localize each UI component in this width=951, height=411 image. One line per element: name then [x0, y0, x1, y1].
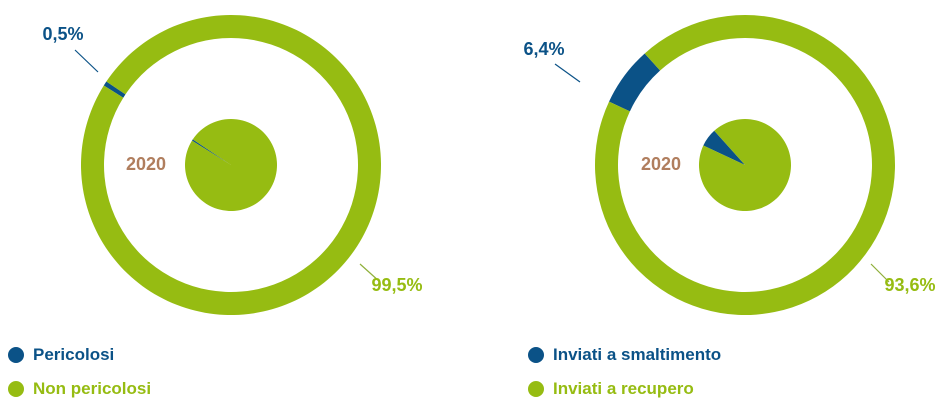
inner-pie-slice-minor	[191, 139, 231, 165]
legend-item-recupero: Inviati a recupero	[528, 377, 721, 401]
legend-item-smaltimento: Inviati a smaltimento	[528, 343, 721, 367]
legend-dot-blue-icon	[8, 347, 24, 363]
year-label: 2020	[126, 154, 166, 174]
year-label: 2020	[641, 154, 681, 174]
donut-chart-smaltimento: 6,4% 93,6% 2020 Inviati a smaltimento Invi…	[476, 0, 951, 409]
legend-dot-green-icon	[528, 381, 544, 397]
leader-line-major	[359, 263, 381, 283]
legend-dot-green-icon	[8, 381, 24, 397]
chart-canvas: 6,4% 93,6% 2020	[523, 15, 936, 316]
legend-label: Pericolosi	[33, 345, 115, 364]
leader-line-minor	[554, 63, 581, 83]
inner-pie-slice-major	[185, 118, 278, 211]
legend-item-non-pericolosi: Non pericolosi	[8, 377, 151, 401]
data-label-major: 99,5%	[371, 275, 422, 295]
legend: Inviati a smaltimento Inviati a recupero	[528, 343, 721, 411]
legend-label: Inviati a recupero	[553, 379, 694, 398]
chart-canvas: 0,5% 99,5% 2020	[42, 14, 423, 316]
data-label-minor: 6,4%	[523, 39, 564, 59]
donut-chart-pericolosi: 0,5% 99,5% 2020 Pericolosi Non pericolosi	[0, 0, 475, 409]
data-label-major: 93,6%	[884, 275, 935, 295]
legend-label: Inviati a smaltimento	[553, 345, 722, 364]
leader-line-major	[870, 263, 890, 283]
inner-pie-slice-minor	[703, 130, 745, 165]
ring-slice-minor	[103, 81, 126, 98]
ring-slice-minor	[609, 53, 661, 112]
legend-label: Non pericolosi	[33, 379, 152, 398]
legend-dot-blue-icon	[528, 347, 544, 363]
legend: Pericolosi Non pericolosi	[8, 343, 151, 411]
inner-pie-slice-major	[699, 118, 791, 211]
data-label-minor: 0,5%	[42, 24, 83, 44]
leader-line-minor	[74, 49, 99, 73]
legend-item-pericolosi: Pericolosi	[8, 343, 151, 367]
